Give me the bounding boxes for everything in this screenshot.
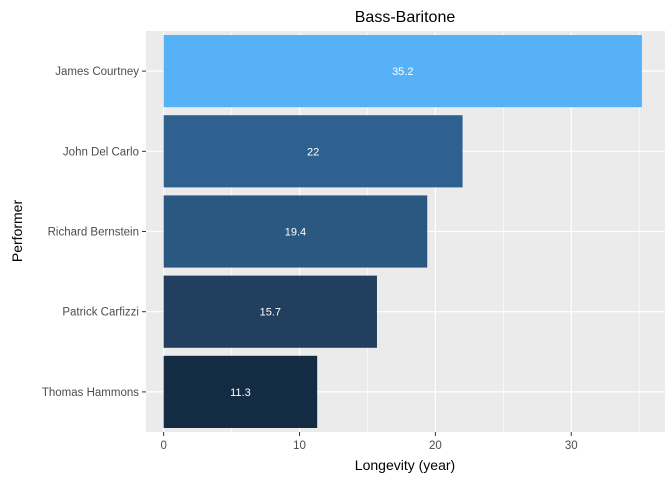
x-tick-label: 10 [293, 440, 306, 452]
bar [163, 115, 463, 188]
x-axis-title: Longevity (year) [355, 457, 455, 473]
y-tick-label: Patrick Carfizzi [62, 307, 139, 319]
x-tick-label: 30 [565, 440, 578, 452]
data-labels: 35.2 22 19.4 15.7 11.3 [230, 66, 413, 399]
x-axis-ticks: 0 10 20 30 [160, 432, 578, 452]
data-label: 19.4 [285, 227, 306, 239]
y-tick-label: Richard Bernstein [48, 227, 139, 239]
y-tick-label: Thomas Hammons [42, 387, 139, 399]
bar [163, 275, 377, 348]
bar [163, 355, 318, 428]
y-axis-title: Performer [9, 200, 25, 263]
y-tick-label: James Courtney [55, 66, 139, 78]
data-label: 15.7 [260, 307, 281, 319]
x-tick-label: 0 [160, 440, 166, 452]
y-axis-ticks: James Courtney John Del Carlo Richard Bern… [42, 66, 146, 399]
bar [163, 35, 642, 108]
bar [163, 195, 428, 268]
data-label: 35.2 [392, 66, 413, 78]
data-label: 11.3 [230, 387, 251, 399]
y-tick-label: John Del Carlo [63, 146, 139, 158]
chart-title: Bass-Baritone [355, 9, 456, 26]
bars [163, 35, 642, 428]
data-label: 22 [307, 146, 319, 158]
x-tick-label: 20 [429, 440, 442, 452]
